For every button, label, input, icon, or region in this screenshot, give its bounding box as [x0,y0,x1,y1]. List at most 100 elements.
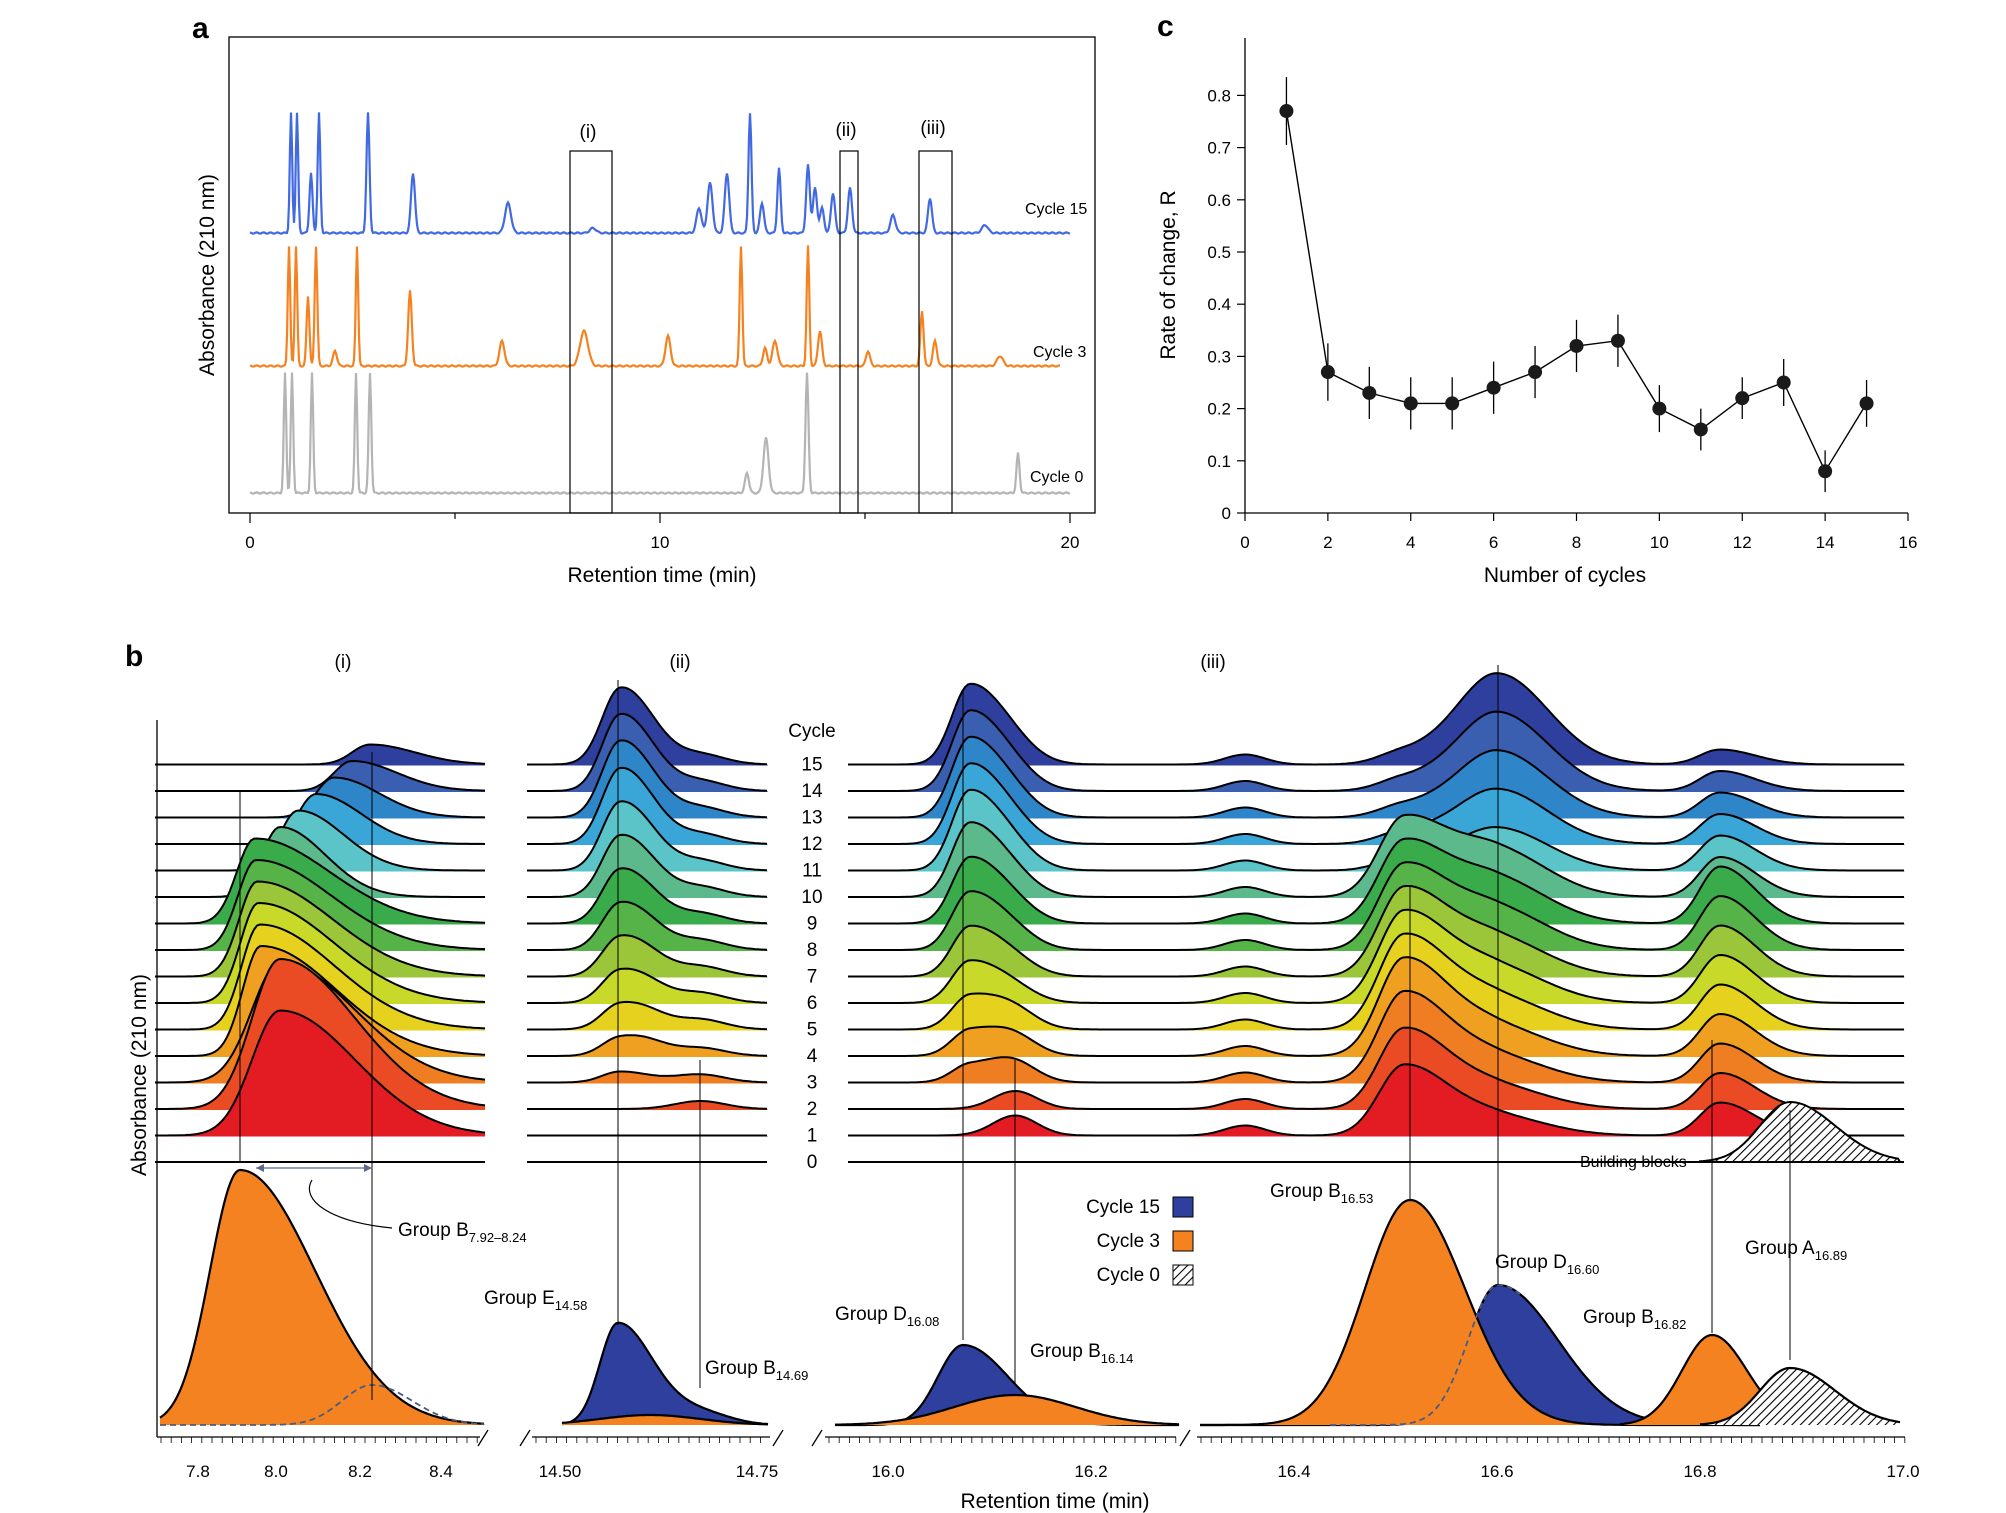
window-iii-label: (iii) [920,118,945,139]
building-blocks-peak [1699,1100,1902,1163]
cycle-number: 1 [807,1126,818,1147]
stack-outline-cycle-14 [155,759,486,792]
axis-break [811,1429,823,1447]
stack-fill-cycle-2 [527,1101,768,1110]
stack-outline-cycle-8 [527,900,768,951]
tick-label-iii: 16.2 [1074,1462,1107,1481]
stack-outline-cycle-6 [527,967,768,1004]
stack-outline-cycle-7 [527,934,768,978]
stack-outline-cycle-2 [527,1100,768,1110]
group-d-16.08-label: Group D16.08 [835,1304,939,1329]
stack-outline-cycle-14 [848,709,1904,792]
data-point [1569,338,1584,353]
stack-outline-cycle-5 [527,1000,768,1031]
data-point [1486,380,1501,395]
axis-break [477,1429,489,1447]
stack-fill-cycle-1 [848,1064,1905,1137]
bottom-b1653-fill [1200,1200,1760,1425]
bottom-ii-cycle15-outline [561,1321,769,1426]
waterfall-stacks [155,672,1905,1163]
panel-b-xlabel: Retention time (min) [960,1490,1149,1513]
tick-label-i: 8.2 [348,1462,372,1481]
stack-fill-cycle-9 [527,868,768,925]
window-ii [839,150,859,514]
stack-outline-cycle-15 [527,686,768,766]
group-d-16.60-label: Group D16.60 [1495,1252,1599,1277]
cycle-title: Cycle [788,721,836,742]
stack-outline-cycle-9 [527,867,768,925]
cycle-number: 0 [807,1152,818,1173]
stack-fill-cycle-6 [848,909,1905,1004]
panel-c-ytick-label: 0.4 [1207,295,1231,314]
panel-c-xtick-label: 2 [1323,533,1332,552]
panel-c-ytick-label: 0.8 [1207,86,1231,105]
trace-cycle-0 [249,372,1071,495]
data-point [1610,333,1625,348]
panel-c-xlabel: Number of cycles [1484,564,1646,587]
bottom-iii-b16-fill [835,1395,1180,1425]
window-iii [918,150,953,514]
group-a-16.89-label: Group A16.89 [1745,1238,1847,1263]
cycle-number: 9 [807,914,818,935]
stack-fill-cycle-5 [848,933,1905,1031]
trace-label-cycle-3: Cycle 3 [1033,344,1086,361]
cycle-number: 6 [807,993,818,1014]
trace-label-cycle-0: Cycle 0 [1030,469,1083,486]
peak-guide-lines [239,665,1791,1400]
tick-label-iii: 16.6 [1480,1462,1513,1481]
panel-a-xticks [249,513,1071,523]
panel-c-xtick-label: 10 [1650,533,1669,552]
axis-break [519,1429,531,1447]
panel-a: a Absorbance (210 nm) 0 10 20 Retention … [192,12,1096,587]
stack-outline-cycle-1 [155,1009,486,1137]
legend-cycle-0-label: Cycle 0 [1097,1265,1160,1286]
panel-c-xtick-label: 8 [1572,533,1581,552]
cycle-number: 14 [801,781,823,802]
stack-outline-cycle-4 [527,1034,768,1057]
stack-fill-cycle-7 [848,886,1905,978]
panel-c-ytick-label: 0.3 [1207,347,1231,366]
stack-fill-cycle-1 [155,1010,485,1137]
tick-label-ii: 14.50 [539,1462,582,1481]
panel-b-x-axes [157,1429,1906,1447]
stack-fill-cycle-6 [527,968,768,1004]
stack-outline-cycle-6 [848,908,1904,1004]
bottom-ii-cycle3-outline [561,1413,769,1426]
stack-fill-cycle-8 [527,901,768,951]
stack-outline-cycle-9 [155,837,486,925]
stack-fill-cycle-15 [155,744,485,766]
stack-outline-cycle-4 [155,944,486,1057]
stack-outline-cycle-14 [527,712,768,792]
stack-outline-cycle-5 [155,923,486,1031]
stack-fill-cycle-14 [155,761,485,792]
cycle-number: 15 [801,755,822,776]
section-iii-label: (iii) [1200,652,1225,673]
panel-a-xtick-label: 20 [1061,533,1080,552]
panel-a-xlabel: Retention time (min) [567,564,756,587]
series-line [1285,110,1868,473]
panel-c-plot [1279,77,1874,493]
panel-c-xtick-label: 4 [1406,533,1415,552]
stack-fill-cycle-9 [848,838,1905,925]
stack-outline-cycle-12 [527,766,768,845]
cycle-number: 10 [801,887,822,908]
panel-c-ticks: 0 2 4 6 8 10 12 14 16 0 0.1 0.2 0.3 0.4 0.5 0.6 0.7 0.8 [1207,86,1917,552]
stack-outline-cycle-8 [848,861,1904,951]
panel-b: b (i) (ii) (iii) Absorbance (210 nm) Cyc… [125,640,1920,1513]
stack-outline-cycle-5 [848,932,1904,1031]
data-point [1445,396,1460,411]
data-point [1693,422,1708,437]
stack-fill-cycle-14 [527,713,768,792]
panel-a-xtick-label: 0 [245,533,254,552]
group-e-14.58-label: Group E14.58 [484,1288,587,1313]
stack-outline-cycle-13 [527,739,768,819]
group-b-leader [308,1179,393,1229]
panel-a-frame [228,36,1096,514]
stack-fill-cycle-15 [527,687,768,766]
stack-outline-cycle-7 [155,880,486,978]
stack-outline-cycle-10 [848,813,1904,898]
stack-fill-cycle-10 [155,827,485,898]
stack-outline-cycle-3 [527,1070,768,1084]
